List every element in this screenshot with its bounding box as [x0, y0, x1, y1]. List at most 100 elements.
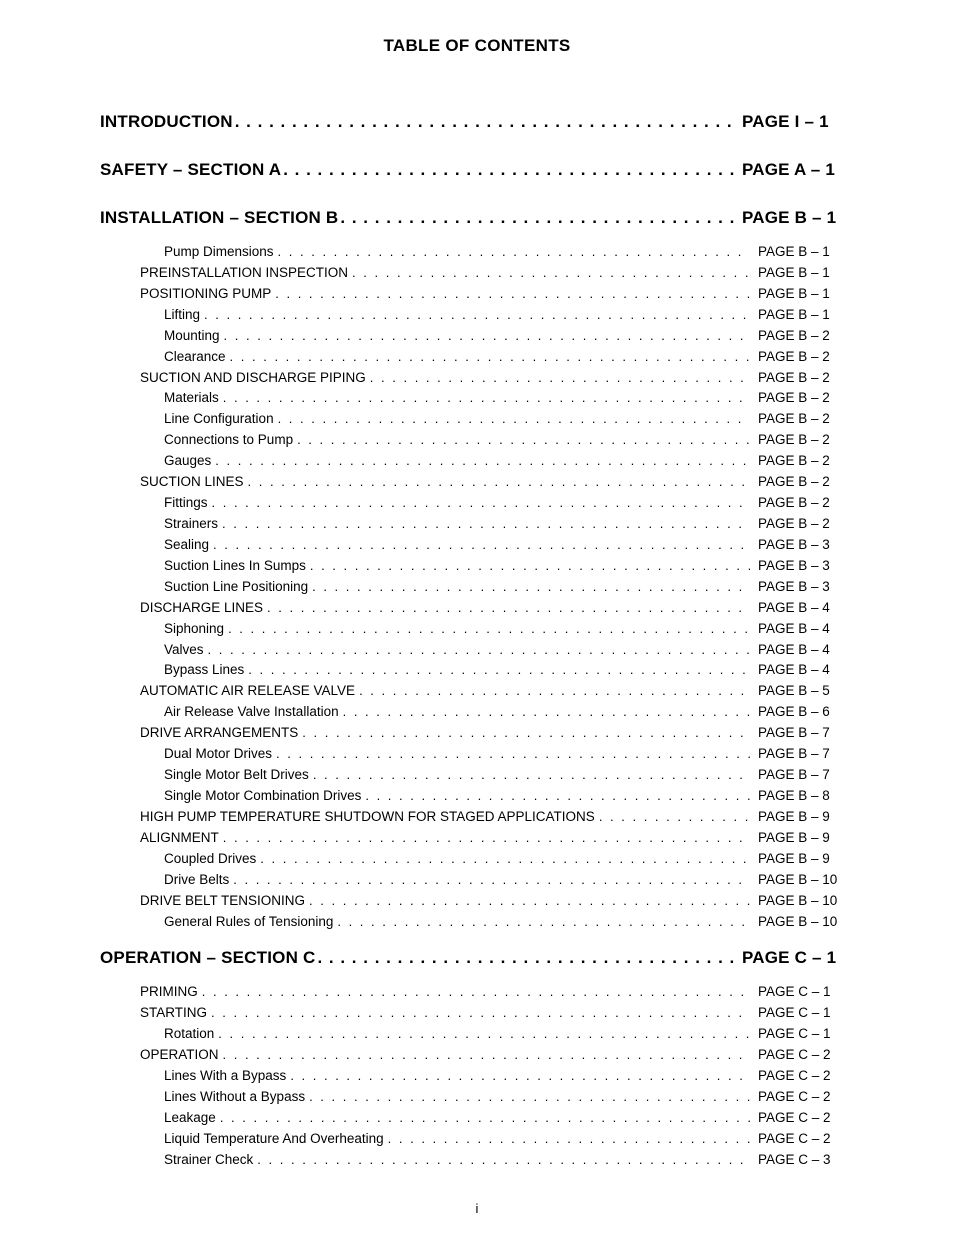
entry-label: Single Motor Combination Drives	[164, 786, 361, 807]
toc-entry: Sealing. . . . . . . . . . . . . . . . .…	[100, 535, 854, 556]
entry-page: PAGE C – 2	[750, 1087, 854, 1108]
toc-entry: Air Release Valve Installation. . . . . …	[100, 702, 854, 723]
leader-dots: . . . . . . . . . . . . . . . . . . . . …	[233, 112, 734, 132]
leader-dots: . . . . . . . . . . . . . . . . . . . . …	[595, 807, 750, 827]
section-label: OPERATION – SECTION C	[100, 948, 315, 968]
leader-dots: . . . . . . . . . . . . . . . . . . . . …	[256, 849, 750, 869]
entry-label: OPERATION	[140, 1045, 219, 1066]
toc-entry: General Rules of Tensioning. . . . . . .…	[100, 912, 854, 933]
leader-dots: . . . . . . . . . . . . . . . . . . . . …	[253, 1150, 750, 1170]
entry-label: Clearance	[164, 347, 226, 368]
toc-entry: Drive Belts. . . . . . . . . . . . . . .…	[100, 870, 854, 891]
entry-label: Sealing	[164, 535, 209, 556]
entry-page: PAGE B – 1	[750, 305, 854, 326]
entry-page: PAGE B – 7	[750, 723, 854, 744]
leader-dots: . . . . . . . . . . . . . . . . . . . . …	[214, 1024, 750, 1044]
entry-label: Lifting	[164, 305, 200, 326]
entry-label: DRIVE BELT TENSIONING	[140, 891, 305, 912]
leader-dots: . . . . . . . . . . . . . . . . . . . . …	[219, 828, 750, 848]
entry-page: PAGE C – 2	[750, 1045, 854, 1066]
entry-label: Pump Dimensions	[164, 242, 274, 263]
toc-entry: Bypass Lines. . . . . . . . . . . . . . …	[100, 660, 854, 681]
entry-page: PAGE B – 3	[750, 577, 854, 598]
toc-entry: Liquid Temperature And Overheating. . . …	[100, 1129, 854, 1150]
toc-entry: Rotation. . . . . . . . . . . . . . . . …	[100, 1024, 854, 1045]
entry-page: PAGE B – 1	[750, 263, 854, 284]
entry-page: PAGE B – 7	[750, 744, 854, 765]
leader-dots: . . . . . . . . . . . . . . . . . . . . …	[263, 598, 750, 618]
entry-page: PAGE B – 9	[750, 807, 854, 828]
entry-label: General Rules of Tensioning	[164, 912, 333, 933]
toc-entry: STARTING. . . . . . . . . . . . . . . . …	[100, 1003, 854, 1024]
section-label: INTRODUCTION	[100, 112, 233, 132]
entry-page: PAGE C – 1	[750, 982, 854, 1003]
toc-entry: Coupled Drives. . . . . . . . . . . . . …	[100, 849, 854, 870]
entry-page: PAGE C – 2	[750, 1108, 854, 1129]
entry-label: DRIVE ARRANGEMENTS	[140, 723, 298, 744]
leader-dots: . . . . . . . . . . . . . . . . . . . . …	[274, 242, 750, 262]
entry-page: PAGE B – 2	[750, 430, 854, 451]
entry-page: PAGE B – 4	[750, 640, 854, 661]
entry-page: PAGE B – 2	[750, 514, 854, 535]
leader-dots: . . . . . . . . . . . . . . . . . . . . …	[200, 305, 750, 325]
toc-entry: Fittings. . . . . . . . . . . . . . . . …	[100, 493, 854, 514]
leader-dots: . . . . . . . . . . . . . . . . . . . . …	[348, 263, 750, 283]
entry-label: Coupled Drives	[164, 849, 256, 870]
entry-label: SUCTION LINES	[140, 472, 244, 493]
entry-page: PAGE B – 1	[750, 284, 854, 305]
leader-dots: . . . . . . . . . . . . . . . . . . . . …	[293, 430, 750, 450]
entry-page: PAGE B – 2	[750, 347, 854, 368]
leader-dots: . . . . . . . . . . . . . . . . . . . . …	[218, 514, 750, 534]
leader-dots: . . . . . . . . . . . . . . . . . . . . …	[309, 765, 750, 785]
toc-entry: PREINSTALLATION INSPECTION. . . . . . . …	[100, 263, 854, 284]
toc-entry: OPERATION. . . . . . . . . . . . . . . .…	[100, 1045, 854, 1066]
section-label: INSTALLATION – SECTION B	[100, 208, 338, 228]
entry-label: Connections to Pump	[164, 430, 293, 451]
entry-label: PRIMING	[140, 982, 198, 1003]
entry-page: PAGE B – 10	[750, 912, 854, 933]
entry-page: PAGE C – 1	[750, 1003, 854, 1024]
section-label: SAFETY – SECTION A	[100, 160, 281, 180]
page-number: i	[100, 1201, 854, 1216]
toc-entry: Lines With a Bypass. . . . . . . . . . .…	[100, 1066, 854, 1087]
entry-label: PREINSTALLATION INSPECTION	[140, 263, 348, 284]
leader-dots: . . . . . . . . . . . . . . . . . . . . …	[226, 347, 750, 367]
toc-entry: Single Motor Belt Drives. . . . . . . . …	[100, 765, 854, 786]
toc-entry: SUCTION AND DISCHARGE PIPING. . . . . . …	[100, 368, 854, 389]
toc-entry: ALIGNMENT. . . . . . . . . . . . . . . .…	[100, 828, 854, 849]
toc-entry: Line Configuration. . . . . . . . . . . …	[100, 409, 854, 430]
toc-entry: Strainers. . . . . . . . . . . . . . . .…	[100, 514, 854, 535]
toc-entry: Clearance. . . . . . . . . . . . . . . .…	[100, 347, 854, 368]
entry-label: Single Motor Belt Drives	[164, 765, 309, 786]
section-entries: Pump Dimensions. . . . . . . . . . . . .…	[100, 242, 854, 932]
entry-label: Mounting	[164, 326, 220, 347]
leader-dots: . . . . . . . . . . . . . . . . . . . . …	[305, 1087, 750, 1107]
entry-label: Bypass Lines	[164, 660, 244, 681]
leader-dots: . . . . . . . . . . . . . . . . . . . . …	[366, 368, 750, 388]
entry-page: PAGE B – 4	[750, 660, 854, 681]
entry-label: SUCTION AND DISCHARGE PIPING	[140, 368, 366, 389]
toc-entry: Lines Without a Bypass. . . . . . . . . …	[100, 1087, 854, 1108]
leader-dots: . . . . . . . . . . . . . . . . . . . . …	[384, 1129, 750, 1149]
toc-entry: POSITIONING PUMP. . . . . . . . . . . . …	[100, 284, 854, 305]
entry-label: Drive Belts	[164, 870, 229, 891]
section-heading: SAFETY – SECTION A. . . . . . . . . . . …	[100, 160, 854, 180]
toc-entry: Leakage. . . . . . . . . . . . . . . . .…	[100, 1108, 854, 1129]
section-heading: INTRODUCTION. . . . . . . . . . . . . . …	[100, 112, 854, 132]
leader-dots: . . . . . . . . . . . . . . . . . . . . …	[271, 284, 750, 304]
entry-page: PAGE B – 2	[750, 451, 854, 472]
entry-label: ALIGNMENT	[140, 828, 219, 849]
leader-dots: . . . . . . . . . . . . . . . . . . . . …	[224, 619, 750, 639]
entry-page: PAGE B – 3	[750, 535, 854, 556]
section-entries: PRIMING . . . . . . . . . . . . . . . . .…	[100, 982, 854, 1170]
entry-page: PAGE B – 2	[750, 368, 854, 389]
entry-label: DISCHARGE LINES	[140, 598, 263, 619]
section-heading: OPERATION – SECTION C. . . . . . . . . .…	[100, 948, 854, 968]
entry-page: PAGE B – 7	[750, 765, 854, 786]
entry-label: AUTOMATIC AIR RELEASE VALVE	[140, 681, 355, 702]
entry-page: PAGE B – 9	[750, 849, 854, 870]
leader-dots: . . . . . . . . . . . . . . . . . . . . …	[308, 577, 750, 597]
toc-entry: Pump Dimensions. . . . . . . . . . . . .…	[100, 242, 854, 263]
toc-entry: DRIVE ARRANGEMENTS. . . . . . . . . . . …	[100, 723, 854, 744]
leader-dots: . . . . . . . . . . . . . . . . . . . . …	[361, 786, 750, 806]
